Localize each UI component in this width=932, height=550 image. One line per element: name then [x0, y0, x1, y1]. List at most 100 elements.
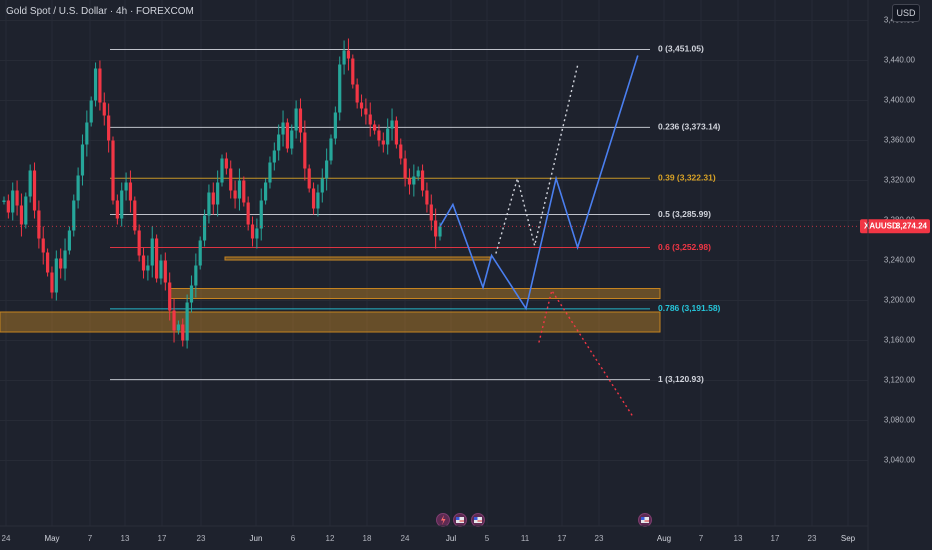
- candle-body: [211, 192, 215, 205]
- time-axis-background: [0, 526, 868, 550]
- x-tick-label: 7: [699, 534, 704, 543]
- us-flag-icon: [453, 513, 467, 527]
- y-tick-label: 3,160.00: [884, 336, 916, 345]
- candle-body: [54, 258, 58, 293]
- candle-body: [224, 158, 228, 169]
- y-tick-label: 3,360.00: [884, 136, 916, 145]
- candle-body: [381, 140, 385, 145]
- candle-body: [386, 128, 390, 145]
- candle-body: [37, 210, 41, 239]
- candle-body: [316, 192, 320, 209]
- x-tick-label: 17: [558, 534, 567, 543]
- candle-body: [364, 108, 368, 115]
- candle-body: [368, 114, 372, 125]
- candle-body: [303, 132, 307, 169]
- x-tick-label: Jun: [250, 534, 263, 543]
- candle-body: [46, 252, 50, 273]
- zone-2: [169, 288, 661, 299]
- candle-body: [102, 102, 106, 116]
- candle-body: [189, 285, 194, 303]
- candle-body: [93, 68, 98, 101]
- zone-3: [0, 311, 661, 333]
- candle-body: [32, 170, 37, 211]
- y-tick-label: 3,320.00: [884, 176, 916, 185]
- candle-body: [242, 180, 246, 203]
- candle-body: [85, 122, 89, 145]
- candle-body: [359, 102, 364, 109]
- candle-body: [198, 240, 202, 266]
- x-tick-label: 23: [197, 534, 206, 543]
- y-tick-label: 3,080.00: [884, 416, 916, 425]
- candle-body: [373, 124, 377, 131]
- candle-body: [377, 130, 381, 141]
- candle-body: [346, 50, 351, 59]
- y-tick-label: 3,440.00: [884, 56, 916, 65]
- candle-body: [176, 324, 180, 331]
- currency-button[interactable]: USD: [892, 4, 920, 22]
- x-tick-label: 23: [808, 534, 817, 543]
- candle-body: [220, 158, 224, 183]
- candle-body: [150, 238, 154, 266]
- candle-body: [2, 200, 6, 202]
- candle-body: [294, 108, 298, 131]
- x-tick-label: 13: [734, 534, 743, 543]
- candle-body: [194, 265, 198, 286]
- last-price-value: 3,274.24: [896, 221, 928, 230]
- flag-field: [474, 517, 482, 523]
- zone-1: [224, 256, 491, 261]
- candle-body: [272, 150, 276, 163]
- x-tick-label: 17: [771, 534, 780, 543]
- candle-body: [137, 230, 141, 256]
- candle-body: [207, 192, 211, 216]
- candle-body: [329, 138, 333, 161]
- candle-body: [438, 226, 442, 237]
- candle-body: [264, 182, 268, 201]
- candle-body: [399, 144, 403, 159]
- candle-body: [311, 188, 316, 209]
- flag-canton: [456, 517, 460, 520]
- fib-level-label: 0.6 (3,252.98): [658, 242, 711, 252]
- candle-body: [307, 168, 311, 189]
- x-tick-label: 11: [521, 534, 530, 543]
- candle-body: [6, 200, 10, 213]
- candle-body: [28, 170, 32, 197]
- x-tick-label: 6: [291, 534, 296, 543]
- candle-body: [41, 238, 45, 253]
- candle-body: [390, 120, 394, 129]
- candle-body: [403, 158, 407, 179]
- candle-body: [124, 182, 128, 191]
- candle-body: [425, 190, 429, 205]
- candle-body: [420, 170, 425, 191]
- symbol-tag: XAUUSD: [864, 221, 898, 230]
- candle-body: [120, 190, 124, 219]
- candle-body: [281, 122, 285, 135]
- candle-body: [59, 258, 63, 269]
- last-price-tag: [860, 219, 930, 234]
- candle-body: [67, 230, 71, 251]
- candle-body: [172, 310, 176, 331]
- x-tick-label: Aug: [657, 534, 671, 543]
- fib-level-label: 0 (3,451.05): [658, 44, 704, 54]
- fib-level-label: 0.236 (3,373.14): [658, 122, 721, 132]
- candle-body: [76, 175, 80, 201]
- candle-body: [50, 272, 54, 293]
- candle-body: [155, 238, 159, 279]
- flag-field: [456, 517, 464, 523]
- x-tick-label: 12: [326, 534, 335, 543]
- projection-blue: [439, 55, 639, 311]
- candle-body: [338, 64, 342, 113]
- candle-body: [394, 120, 398, 145]
- candle-body: [250, 224, 255, 239]
- candle-body: [229, 168, 233, 191]
- candle-body: [259, 200, 263, 229]
- candle-body: [407, 178, 412, 185]
- symbol-title: Gold Spot / U.S. Dollar · 4h · FOREXCOM: [6, 6, 194, 17]
- candle-body: [107, 115, 111, 141]
- x-tick-label: 24: [2, 534, 11, 543]
- fib-level-label: 0.786 (3,191.58): [658, 303, 721, 313]
- candle-body: [146, 265, 150, 271]
- candle-body: [277, 134, 281, 151]
- candle-body: [429, 204, 433, 221]
